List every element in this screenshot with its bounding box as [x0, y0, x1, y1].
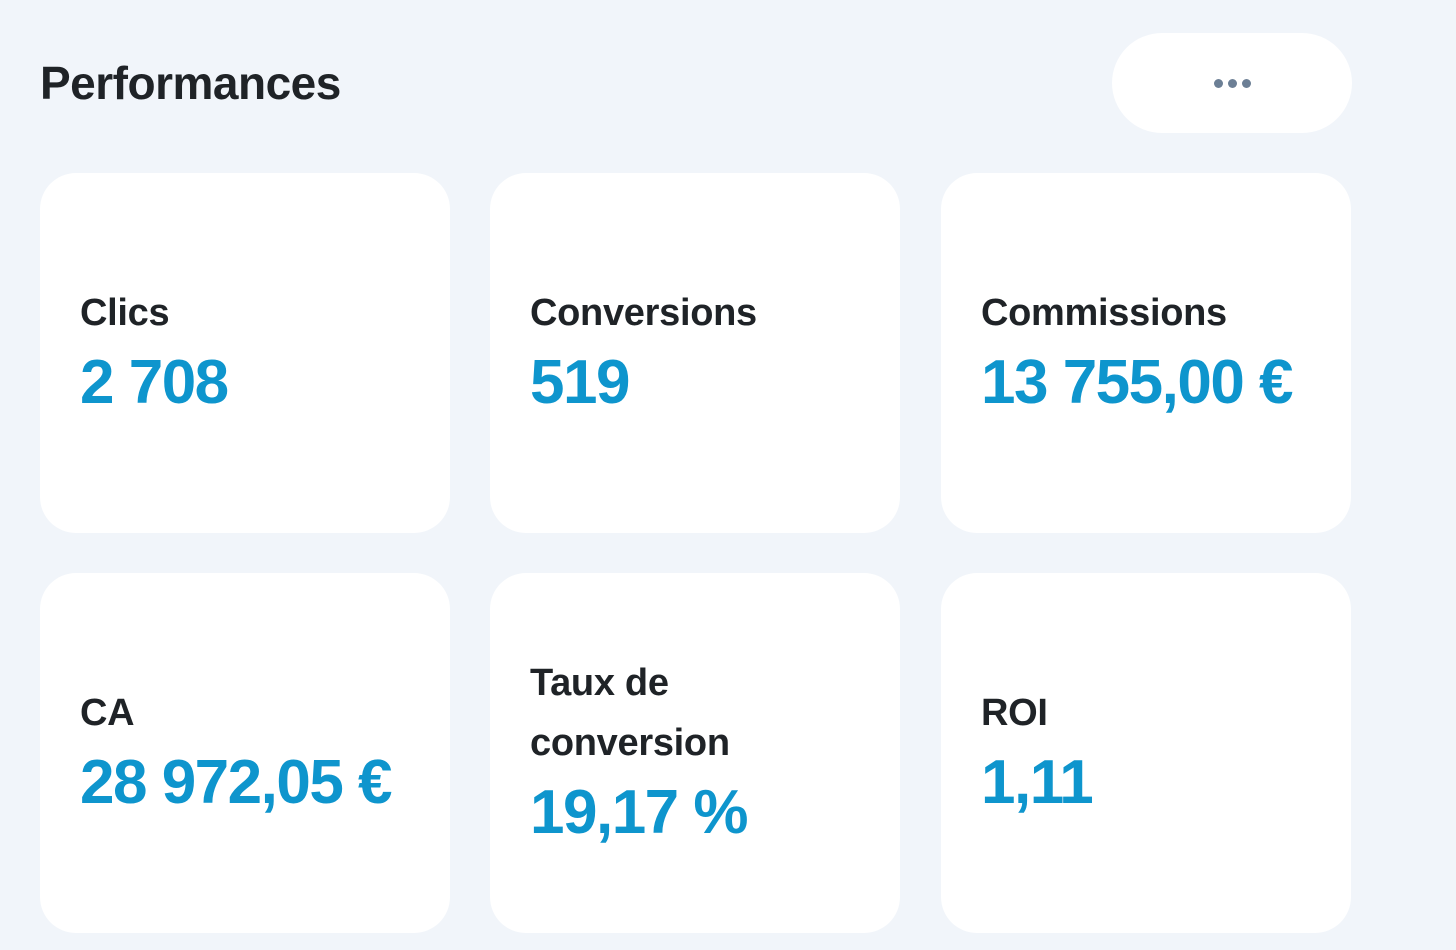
stat-card-value: 28 972,05 € — [80, 748, 393, 817]
stat-card-taux-de-conversion: Taux de conversion 19,17 % — [490, 573, 900, 933]
stat-card-value: 2 708 — [80, 348, 229, 417]
stat-card-clics: Clics 2 708 — [40, 173, 450, 533]
stat-card-ca: CA 28 972,05 € — [40, 573, 450, 933]
stat-card-label: CA — [80, 692, 135, 734]
stat-card-conversions: Conversions 519 — [490, 173, 900, 533]
stat-card-label: ROI — [981, 692, 1048, 734]
stat-card-label: Commissions — [981, 292, 1227, 334]
stat-card-value: 519 — [530, 348, 630, 417]
stat-card-roi: ROI 1,11 — [941, 573, 1351, 933]
stat-card-value: 19,17 % — [530, 778, 749, 847]
stat-card-value: 1,11 — [981, 748, 1094, 817]
more-options-button[interactable] — [1112, 33, 1352, 133]
stat-card-value: 13 755,00 € — [981, 348, 1294, 417]
stat-card-label: Clics — [80, 292, 170, 334]
stat-card-commissions: Commissions 13 755,00 € — [941, 173, 1351, 533]
page-title: Performances — [40, 57, 341, 109]
stat-card-label: Conversions — [530, 292, 757, 334]
stat-card-label: Taux de conversion — [530, 662, 730, 764]
ellipsis-horizontal-icon — [1213, 78, 1251, 88]
